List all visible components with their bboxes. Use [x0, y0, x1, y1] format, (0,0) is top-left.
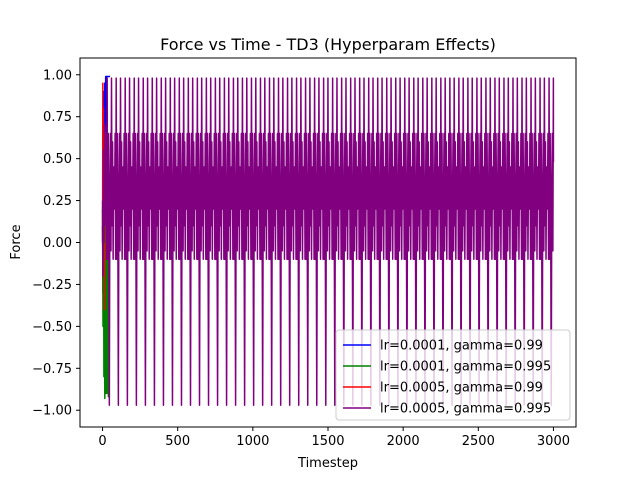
x-axis-label: Timestep [297, 456, 358, 471]
series-line-3 [101, 77, 555, 406]
y-tick-label: −0.75 [32, 362, 72, 377]
legend-label: lr=0.0005, gamma=0.995 [380, 402, 551, 417]
x-tick-label: 3000 [537, 434, 570, 449]
plot-area [101, 75, 555, 406]
legend-label: lr=0.0001, gamma=0.99 [380, 339, 543, 354]
legend-box [335, 329, 571, 421]
x-tick-label: 1000 [236, 434, 269, 449]
x-tick-label: 500 [165, 434, 190, 449]
x-tick-label: 1500 [311, 434, 344, 449]
y-tick-label: 0.00 [43, 236, 72, 251]
y-tick-label: −0.50 [32, 320, 72, 335]
x-tick-label: 0 [98, 434, 106, 449]
y-tick-label: 0.75 [43, 110, 72, 125]
x-tick-label: 2500 [462, 434, 495, 449]
y-tick-label: −0.25 [32, 278, 72, 293]
y-tick-label: 0.25 [43, 194, 72, 209]
legend-label: lr=0.0001, gamma=0.995 [380, 360, 551, 375]
y-tick-label: 0.50 [43, 152, 72, 167]
y-axis-label: Force [9, 224, 24, 259]
legend-label: lr=0.0005, gamma=0.99 [380, 381, 543, 396]
x-tick-label: 2000 [387, 434, 420, 449]
y-tick-label: −1.00 [32, 404, 72, 419]
chart-title: Force vs Time - TD3 (Hyperparam Effects) [160, 35, 496, 54]
y-tick-label: 1.00 [43, 68, 72, 83]
legend: lr=0.0001, gamma=0.99 lr=0.0001, gamma=0.… [335, 329, 571, 421]
y-axis: −1.00 −0.75 −0.50 −0.25 0.00 0.25 0.50 0.75 1.00 [32, 68, 80, 419]
x-axis: 0 500 1000 1500 2000 2500 3000 [98, 427, 570, 449]
